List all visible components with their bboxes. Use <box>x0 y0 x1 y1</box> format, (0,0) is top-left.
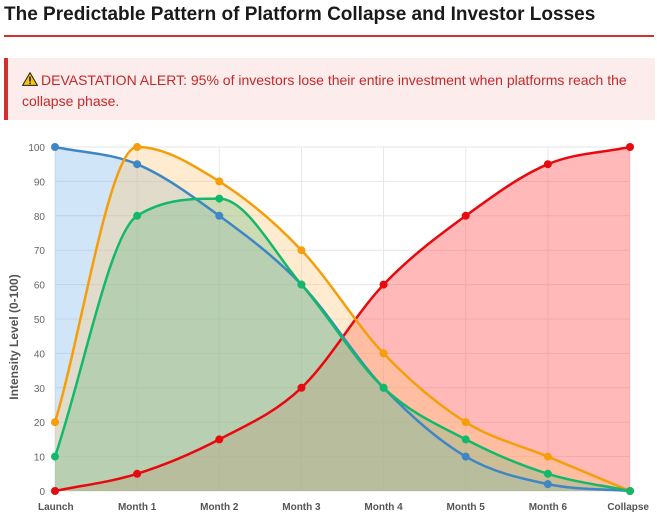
series-0-point-0 <box>51 487 59 495</box>
series-3-point-3 <box>297 280 306 289</box>
y-tick-label-10: 100 <box>28 143 45 154</box>
series-0-point-1 <box>133 469 142 478</box>
y-tick-label-9: 90 <box>34 177 46 188</box>
x-tick-label-1: Month 1 <box>118 502 157 513</box>
page-title: The Predictable Pattern of Platform Coll… <box>4 4 596 25</box>
series-0-point-6 <box>543 160 552 169</box>
series-3-point-7 <box>626 487 634 495</box>
series-0-point-7 <box>626 143 634 151</box>
y-tick-label-8: 80 <box>34 212 46 223</box>
series-areas <box>55 147 630 491</box>
series-points <box>51 143 634 495</box>
series-lines <box>53 145 631 493</box>
y-axis-ticks: 0 10 20 30 40 50 60 70 80 90 100 <box>28 143 45 498</box>
y-tick-label-6: 60 <box>34 281 46 292</box>
warning-triangle-icon <box>22 72 38 86</box>
series-3-point-2 <box>215 194 224 203</box>
series-3-point-6 <box>543 469 552 478</box>
y-axis-label: Intensity Level (0-100) <box>7 274 21 399</box>
title-divider <box>4 35 654 37</box>
series-0-line <box>54 145 631 493</box>
series-1-area <box>55 147 630 491</box>
y-tick-label-4: 40 <box>34 349 46 360</box>
x-tick-label-5: Month 5 <box>447 502 486 513</box>
series-3-point-4 <box>379 383 388 392</box>
x-tick-label-6: Month 6 <box>529 502 568 513</box>
x-tick-label-2: Month 2 <box>200 502 239 513</box>
series-1-line <box>54 145 631 493</box>
series-1-point-5 <box>461 452 470 461</box>
series-0-point-2 <box>215 435 224 444</box>
y-tick-label-3: 30 <box>34 384 46 395</box>
series-1-point-1 <box>133 160 142 169</box>
series-2-line <box>53 145 631 493</box>
y-tick-label-1: 10 <box>34 453 46 464</box>
series-0-point-3 <box>297 383 306 392</box>
series-2-point-1 <box>133 143 142 151</box>
x-tick-label-3: Month 3 <box>282 502 321 513</box>
series-2-point-0 <box>51 418 59 427</box>
series-3-point-1 <box>133 211 142 220</box>
series-0-point-4 <box>379 280 388 289</box>
series-2-point-3 <box>297 246 306 255</box>
series-0-point-5 <box>461 211 470 220</box>
alert-text: DEVASTATION ALERT: 95% of investors lose… <box>22 72 627 109</box>
y-tick-label-7: 70 <box>34 246 46 257</box>
devastation-alert: DEVASTATION ALERT: 95% of investors lose… <box>4 58 655 120</box>
x-axis-ticks: Launch Month 1 Month 2 Month 3 Month 4 Month … <box>38 502 649 513</box>
series-2-area <box>55 147 630 491</box>
series-1-point-2 <box>215 211 224 220</box>
y-tick-label-0: 0 <box>39 487 45 498</box>
series-3-point-5 <box>461 435 470 444</box>
series-1-point-0 <box>51 143 59 151</box>
y-tick-label-5: 50 <box>34 315 46 326</box>
x-tick-label-4: Month 4 <box>364 502 403 513</box>
y-tick-label-2: 20 <box>34 418 46 429</box>
series-3-line <box>53 197 631 493</box>
x-tick-label-7: Collapse <box>607 502 649 513</box>
series-2-point-6 <box>543 452 552 461</box>
series-2-point-5 <box>461 418 470 427</box>
series-2-point-2 <box>215 177 224 186</box>
series-0-area <box>55 147 630 491</box>
series-3-point-0 <box>51 452 59 461</box>
chart-area: 0 10 20 30 40 50 60 70 80 90 100 Launch Month 1 Mont… <box>0 128 657 518</box>
intensity-area-chart: 0 10 20 30 40 50 60 70 80 90 100 Launch Month 1 Mont… <box>7 143 649 513</box>
grid-lines <box>54 146 631 492</box>
series-1-point-6 <box>543 480 552 489</box>
series-3-area <box>55 198 630 491</box>
x-tick-label-0: Launch <box>38 502 74 513</box>
series-2-point-4 <box>379 349 388 358</box>
